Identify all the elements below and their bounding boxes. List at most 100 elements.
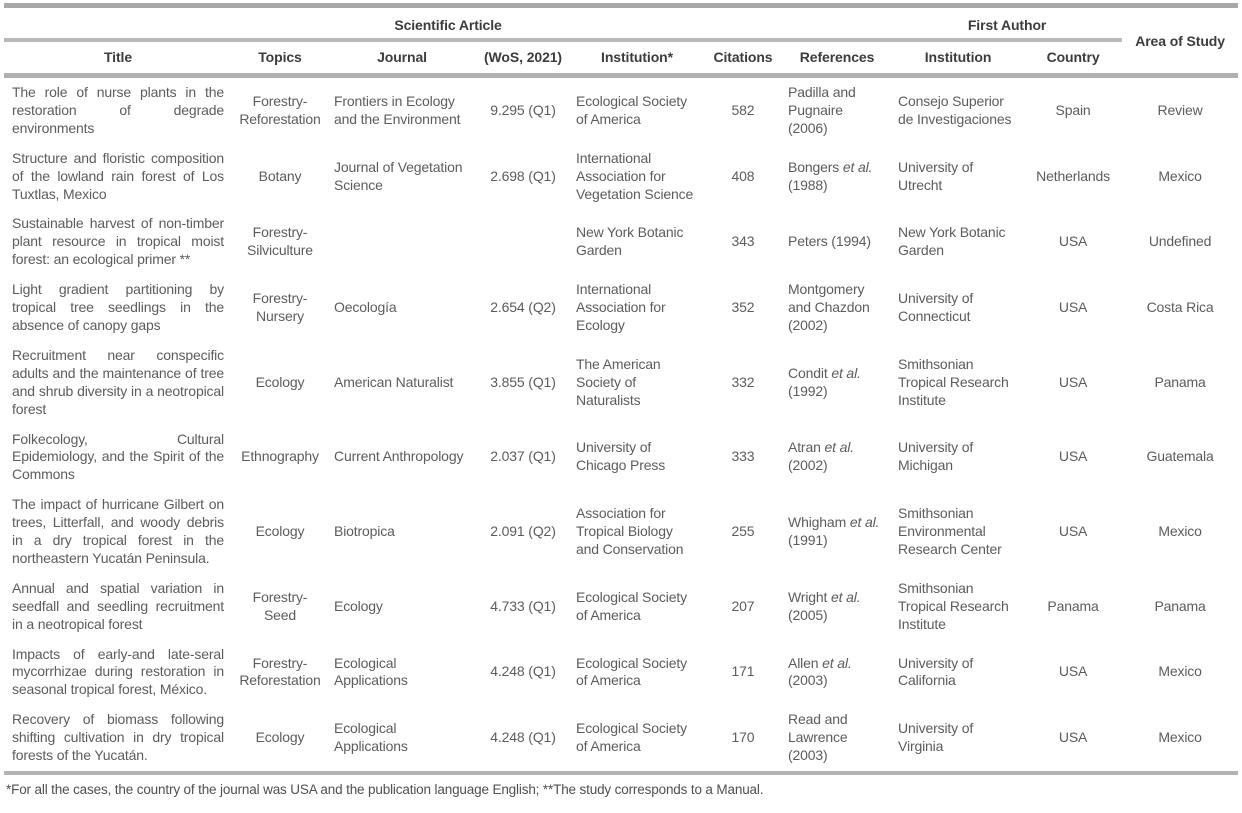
cell-area: Mexico [1158,729,1202,746]
column-header-journal: Journal [328,40,476,78]
cell-citations: 352 [731,299,755,316]
cell-area: Panama [1154,597,1206,614]
table-row: The role of nurse plants in the restorat… [4,76,1238,144]
cell-title: Impacts of early-and late-seral mycorrhi… [12,645,224,698]
cell-topics: Ecology [255,373,305,390]
cell-country: USA [1058,448,1088,465]
column-header-area-of-study: Area of Study [1122,5,1239,78]
cell-journal: Ecology [334,597,383,614]
cell-institution-author: Consejo Superior de Investigaciones [898,92,1012,127]
cell-wos: 9.295 (Q1) [490,101,556,118]
cell-country: USA [1058,663,1088,680]
cell-area: Undefined [1148,233,1212,250]
column-header-wos-2021: (WoS, 2021) [476,40,570,78]
cell-area: Review [1157,101,1203,118]
cell-title: The impact of hurricane Gilbert on trees… [12,496,224,566]
cell-citations: 255 [731,523,755,540]
cell-title: Light gradient partitioning by tropical … [12,281,224,333]
table-row: Impacts of early-and late-seral mycorrhi… [4,640,1238,706]
cell-institution-author: Smithsonian Tropical Research Institute [898,355,1009,408]
cell-institution-author: New York Botanic Garden [898,224,1006,259]
column-header-institution-article: Institution* [570,40,704,78]
cell-reference: Read and Lawrence (2003) [788,711,848,764]
cell-topics: Forestry-Reforestation [239,92,321,127]
cell-journal: Ecological Applications [334,720,408,755]
cell-country: Netherlands [1036,167,1110,184]
cell-citations: 333 [731,448,755,465]
cell-citations: 170 [731,729,755,746]
cell-institution-article: Ecological Society of America [576,654,687,689]
group-header-first-author: First Author [892,5,1123,42]
cell-citations: 332 [731,373,755,390]
cell-title: Recruitment near conspecific adults and … [12,346,224,417]
cell-country: Panama [1047,597,1099,614]
cell-citations: 408 [731,167,755,184]
cell-institution-article: Ecological Society of America [576,588,687,623]
cell-journal: Journal of Vegetation Science [334,158,463,193]
table-row: Annual and spatial variation in seedfall… [4,574,1238,640]
cell-topics: Ecology [255,523,305,540]
cell-area: Mexico [1158,523,1202,540]
table-row: Recovery of biomass following shifting c… [4,705,1238,773]
cell-topics: Forestry-Reforestation [239,654,321,689]
group-header-row: Scientific Article First Author Area of … [4,5,1239,78]
cell-wos [476,209,570,275]
cell-journal [328,209,476,275]
cell-country: USA [1058,373,1088,390]
column-header-institution-author: Institution [892,40,1025,78]
table-row: Sustainable harvest of non-timber plant … [4,209,1238,275]
cell-institution-author: University of Michigan [898,439,974,474]
cell-reference: Whigham et al. (1991) [788,514,880,549]
cell-citations: 171 [731,663,755,680]
cell-reference: Wright et al. (2005) [788,588,861,623]
cell-wos: 2.091 (Q2) [490,523,556,540]
cell-area: Costa Rica [1146,299,1214,316]
column-header-title: Title [4,40,232,78]
table-row: Recruitment near conspecific adults and … [4,341,1238,425]
cell-institution-author: University of Virginia [898,720,974,755]
table-row: Light gradient partitioning by tropical … [4,275,1238,341]
column-header-country: Country [1024,40,1123,78]
cell-country: USA [1058,729,1088,746]
table-body: The role of nurse plants in the restorat… [4,76,1238,774]
cell-area: Mexico [1158,167,1202,184]
cell-reference: Peters (1994) [788,233,871,250]
cell-topics: Ethnography [241,448,319,465]
cell-title: Sustainable harvest of non-timber plant … [12,215,224,268]
cell-topics: Botany [258,167,302,184]
column-header-references: References [782,40,893,78]
table-row: Folkecology, Cultural Epidemiology, and … [4,425,1238,491]
cell-country: Spain [1055,101,1091,118]
cell-institution-article: Ecological Society of America [576,720,687,755]
cell-institution-article: The American Society of Naturalists [576,355,661,408]
table-header: Scientific Article First Author Area of … [4,5,1239,78]
column-header-topics: Topics [232,40,328,78]
cell-institution-author: University of Connecticut [898,290,974,325]
cell-journal: American Naturalist [334,373,454,390]
cell-title: Recovery of biomass following shifting c… [12,711,224,764]
cell-institution-article: International Association for Vegetation… [576,149,694,202]
cell-area: Mexico [1158,663,1202,680]
cell-reference: Allen et al. (2003) [788,654,852,689]
articles-table: Scientific Article First Author Area of … [4,3,1239,775]
table-row: The impact of hurricane Gilbert on trees… [4,490,1238,574]
cell-country: USA [1058,233,1088,250]
cell-citations: 343 [731,233,755,250]
cell-institution-article: Ecological Society of America [576,92,687,127]
cell-journal: Oecología [334,299,397,316]
cell-institution-article: University of Chicago Press [576,439,666,474]
cell-wos: 2.037 (Q1) [490,448,556,465]
cell-institution-author: University of California [898,654,974,689]
cell-institution-author: Smithsonian Environmental Research Cente… [898,505,1002,557]
cell-institution-author: Smithsonian Tropical Research Institute [898,579,1009,632]
cell-journal: Ecological Applications [334,654,408,689]
cell-institution-author: University of Utrecht [898,158,974,193]
table-footnote: *For all the cases, the country of the j… [6,782,764,797]
cell-reference: Bongers et al. (1988) [788,158,873,193]
cell-country: USA [1058,299,1088,316]
cell-wos: 2.698 (Q1) [490,167,556,184]
cell-title: Folkecology, Cultural Epidemiology, and … [12,430,224,483]
cell-title: Annual and spatial variation in seedfall… [12,579,224,632]
cell-topics: Forestry-Seed [252,588,308,623]
